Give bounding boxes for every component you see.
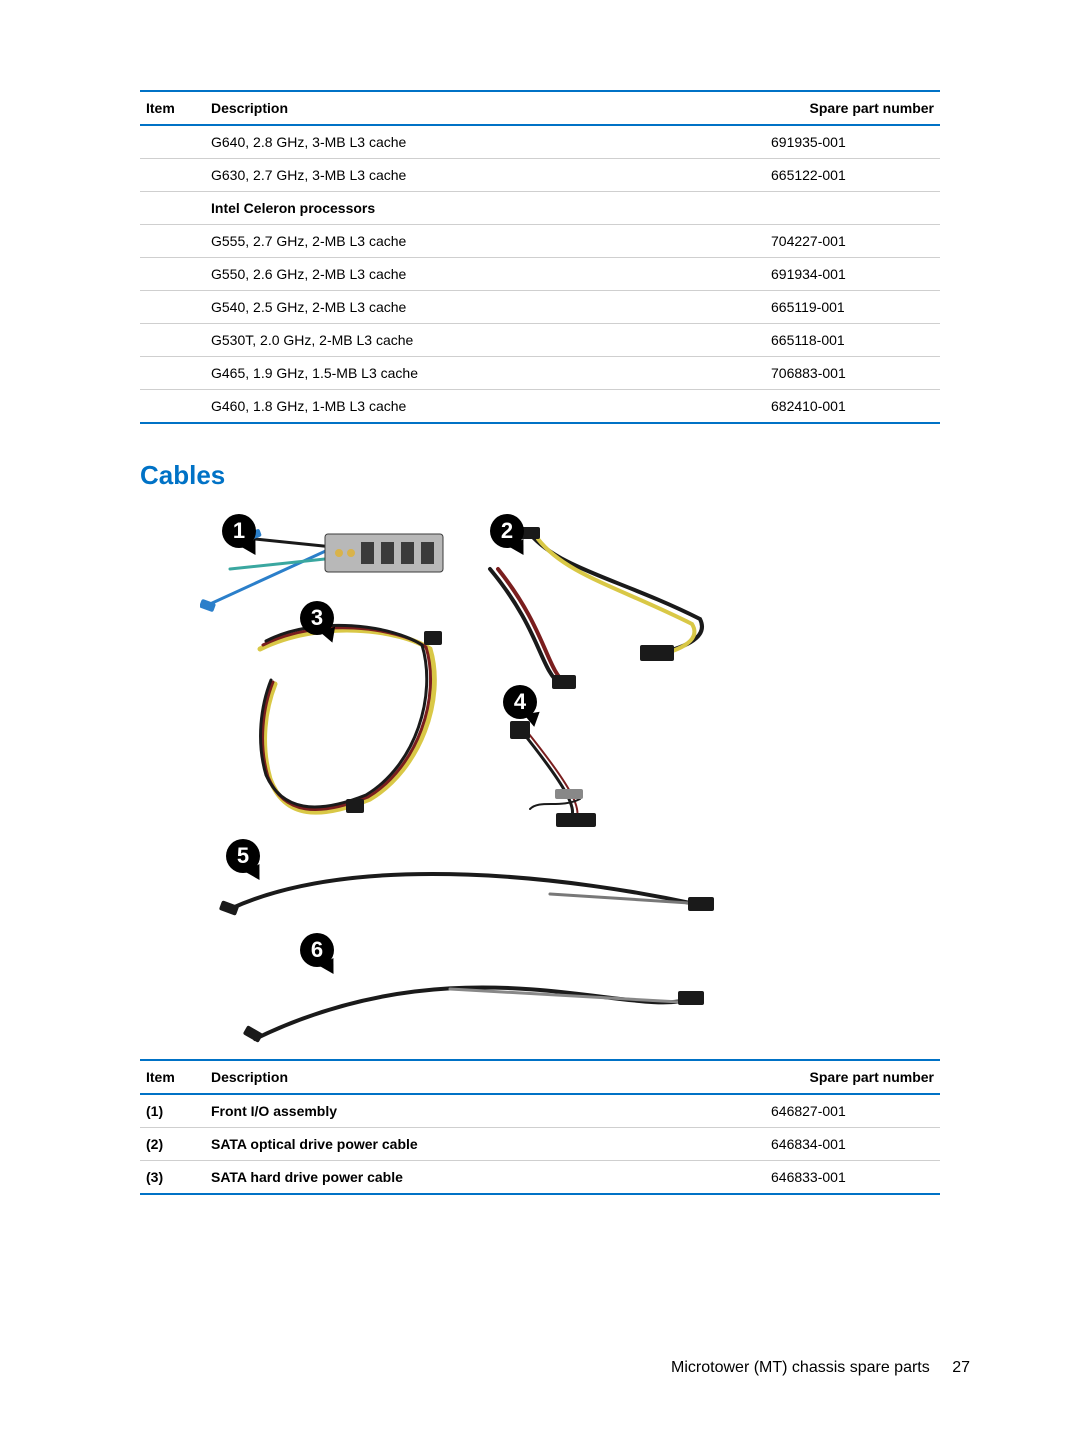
cell-item: [140, 357, 205, 390]
cable-path: [260, 630, 434, 812]
cell-spare: 682410-001: [765, 390, 940, 424]
figure-callout: 2: [490, 514, 534, 558]
connector: [219, 900, 239, 916]
connector: [552, 675, 576, 689]
cable-path: [520, 729, 573, 819]
cell-item: [140, 324, 205, 357]
cell-item: (2): [140, 1128, 205, 1161]
cables-figure: 1 2 3 4 5 6: [200, 509, 760, 1049]
cell-item: [140, 225, 205, 258]
col-header-spare: Spare part number: [765, 1060, 940, 1094]
cell-spare: 706883-001: [765, 357, 940, 390]
cell-desc: Front I/O assembly: [205, 1094, 765, 1128]
figure-callout: 3: [300, 601, 344, 645]
figure-callout: 5: [226, 839, 270, 883]
cable-path: [530, 534, 702, 654]
cell-item: [140, 390, 205, 424]
cell-item: [140, 258, 205, 291]
connector: [346, 799, 364, 813]
cell-spare: 665119-001: [765, 291, 940, 324]
section-heading-cables: Cables: [140, 460, 940, 491]
footer-title: Microtower (MT) chassis spare parts: [671, 1359, 930, 1376]
cell-item: [140, 125, 205, 159]
cable-path: [255, 987, 690, 1039]
front-io-module: [325, 534, 443, 572]
cell-spare: 646833-001: [765, 1161, 940, 1195]
connector: [243, 1025, 264, 1043]
callout-tail: [524, 712, 542, 729]
processors-table: Item Description Spare part number G640,…: [140, 90, 940, 424]
figure-callout: 1: [222, 514, 266, 558]
connector: [555, 789, 583, 799]
cable-path: [263, 628, 431, 810]
table-row: G555, 2.7 GHz, 2-MB L3 cache704227-001: [140, 225, 940, 258]
connector: [678, 991, 704, 1005]
cell-item: (1): [140, 1094, 205, 1128]
cable-path: [450, 989, 698, 1003]
cell-desc: G555, 2.7 GHz, 2-MB L3 cache: [205, 225, 765, 258]
col-header-desc: Description: [205, 1060, 765, 1094]
col-header-spare: Spare part number: [765, 91, 940, 125]
cell-desc: G640, 2.8 GHz, 3-MB L3 cache: [205, 125, 765, 159]
cell-desc: G460, 1.8 GHz, 1-MB L3 cache: [205, 390, 765, 424]
connector: [688, 897, 714, 911]
cell-spare: 704227-001: [765, 225, 940, 258]
cell-desc: G465, 1.9 GHz, 1.5-MB L3 cache: [205, 357, 765, 390]
cable-path: [550, 894, 705, 904]
col-header-desc: Description: [205, 91, 765, 125]
figure-callout: 6: [300, 933, 344, 977]
table-row: G465, 1.9 GHz, 1.5-MB L3 cache706883-001: [140, 357, 940, 390]
table-row: G640, 2.8 GHz, 3-MB L3 cache691935-001: [140, 125, 940, 159]
cell-spare: 665122-001: [765, 159, 940, 192]
table-row: G630, 2.7 GHz, 3-MB L3 cache665122-001: [140, 159, 940, 192]
connector: [424, 631, 442, 645]
cell-desc: G540, 2.5 GHz, 2-MB L3 cache: [205, 291, 765, 324]
table-row: Intel Celeron processors: [140, 192, 940, 225]
cable-path: [498, 569, 566, 684]
table-row: G460, 1.8 GHz, 1-MB L3 cache682410-001: [140, 390, 940, 424]
page-number: 27: [952, 1359, 970, 1376]
cable-path: [255, 539, 333, 547]
cell-desc: G550, 2.6 GHz, 2-MB L3 cache: [205, 258, 765, 291]
connector: [640, 645, 674, 661]
table-row: G540, 2.5 GHz, 2-MB L3 cache665119-001: [140, 291, 940, 324]
cable-path: [261, 625, 427, 807]
col-header-item: Item: [140, 1060, 205, 1094]
cable-path: [230, 559, 325, 569]
page-footer: Microtower (MT) chassis spare parts 27: [671, 1359, 970, 1377]
cell-item: (3): [140, 1161, 205, 1195]
cell-spare: [765, 192, 940, 225]
cable-path: [490, 569, 560, 684]
cables-table: Item Description Spare part number (1)Fr…: [140, 1059, 940, 1195]
cell-desc: SATA optical drive power cable: [205, 1128, 765, 1161]
cable-path: [230, 874, 695, 909]
cell-desc: Intel Celeron processors: [205, 192, 765, 225]
table-row: G550, 2.6 GHz, 2-MB L3 cache691934-001: [140, 258, 940, 291]
cell-desc: G530T, 2.0 GHz, 2-MB L3 cache: [205, 324, 765, 357]
cell-spare: 646827-001: [765, 1094, 940, 1128]
figure-callout: 4: [503, 685, 547, 729]
table-row: (3)SATA hard drive power cable646833-001: [140, 1161, 940, 1195]
cell-desc: SATA hard drive power cable: [205, 1161, 765, 1195]
cell-spare: 646834-001: [765, 1128, 940, 1161]
cell-item: [140, 159, 205, 192]
table-row: (2)SATA optical drive power cable646834-…: [140, 1128, 940, 1161]
cell-desc: G630, 2.7 GHz, 3-MB L3 cache: [205, 159, 765, 192]
cell-spare: 691934-001: [765, 258, 940, 291]
col-header-item: Item: [140, 91, 205, 125]
cell-spare: 691935-001: [765, 125, 940, 159]
cell-spare: 665118-001: [765, 324, 940, 357]
cell-item: [140, 291, 205, 324]
connector: [556, 813, 596, 827]
cell-item: [140, 192, 205, 225]
table-row: G530T, 2.0 GHz, 2-MB L3 cache665118-001: [140, 324, 940, 357]
table-row: (1)Front I/O assembly646827-001: [140, 1094, 940, 1128]
